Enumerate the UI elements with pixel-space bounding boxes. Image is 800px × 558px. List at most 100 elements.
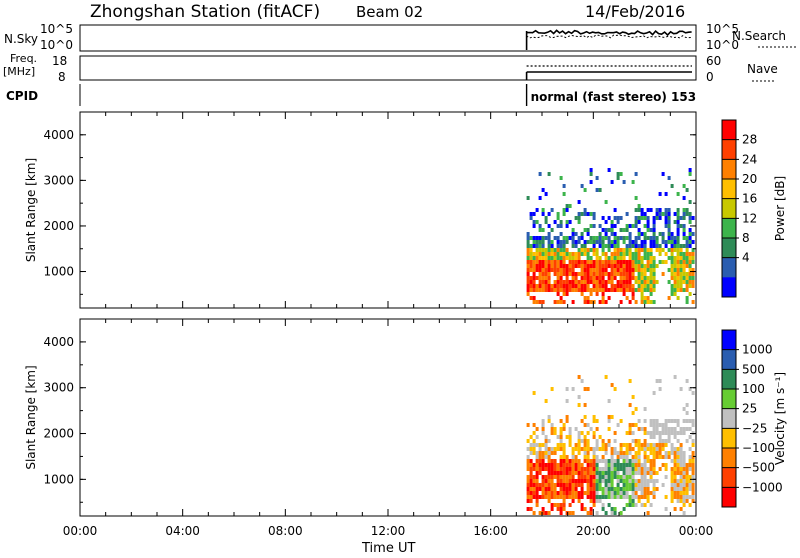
data-cell [541, 260, 545, 264]
data-cell [538, 256, 542, 260]
data-cell [673, 467, 677, 471]
data-cell [526, 236, 530, 240]
data-cell [616, 463, 620, 467]
data-cell [622, 451, 626, 455]
data-cell [577, 459, 581, 463]
data-cell [544, 463, 548, 467]
data-cell [568, 288, 572, 292]
data-cell [610, 495, 614, 499]
data-cell [685, 479, 689, 483]
data-cell [568, 475, 572, 479]
data-cell [583, 415, 587, 419]
data-cell [649, 260, 653, 264]
data-cell [676, 208, 680, 212]
data-cell [649, 300, 653, 304]
data-cell [607, 264, 611, 268]
data-cell [550, 507, 554, 511]
data-cell [535, 208, 539, 212]
data-cell [634, 244, 638, 248]
data-cell [550, 495, 554, 499]
data-cell [559, 252, 563, 256]
data-cell [589, 168, 593, 172]
data-cell [625, 495, 629, 499]
data-cell [619, 447, 623, 451]
cpid-row: CPID normal (fast stereo) 153 [6, 84, 696, 106]
data-cell [547, 232, 551, 236]
data-cell [601, 244, 605, 248]
data-cell [643, 407, 647, 411]
data-cell [658, 423, 662, 427]
data-cell [670, 272, 674, 276]
data-cell [664, 419, 668, 423]
data-cell [688, 495, 692, 499]
data-cell [607, 483, 611, 487]
data-cell [607, 487, 611, 491]
data-cell [580, 268, 584, 272]
data-cell [595, 176, 599, 180]
y-axis-label: Slant Range [km] [24, 158, 38, 262]
data-cell [577, 431, 581, 435]
data-cell [553, 260, 557, 264]
data-cell [580, 471, 584, 475]
data-cell [607, 463, 611, 467]
data-cell [589, 292, 593, 296]
data-cell [574, 479, 578, 483]
data-cell [556, 471, 560, 475]
data-cell [628, 248, 632, 252]
data-cell [667, 212, 671, 216]
data-cell [604, 463, 608, 467]
data-cell [691, 300, 695, 304]
x-tick-label: 04:00 [165, 524, 200, 538]
data-cell [661, 463, 665, 467]
data-cell [586, 491, 590, 495]
data-cell [652, 471, 656, 475]
data-cell [565, 471, 569, 475]
data-cell [682, 264, 686, 268]
data-cell [556, 236, 560, 240]
data-cell [571, 487, 575, 491]
data-cell [679, 284, 683, 288]
data-cell [526, 196, 530, 200]
data-cell [553, 300, 557, 304]
data-cell [619, 252, 623, 256]
data-cell [625, 236, 629, 240]
data-cell [679, 451, 683, 455]
data-cell [667, 216, 671, 220]
data-cell [550, 252, 554, 256]
data-cell [658, 439, 662, 443]
data-cell [610, 467, 614, 471]
data-cell [589, 256, 593, 260]
data-cell [640, 443, 644, 447]
data-cell [556, 284, 560, 288]
data-cell [607, 280, 611, 284]
data-cell [574, 487, 578, 491]
data-cell [685, 264, 689, 268]
data-cell [649, 252, 653, 256]
data-cell [559, 260, 563, 264]
data-cell [643, 487, 647, 491]
data-cell [562, 208, 566, 212]
data-cell [619, 487, 623, 491]
data-cell [595, 252, 599, 256]
data-cell [577, 467, 581, 471]
data-cell [640, 483, 644, 487]
data-cell [568, 268, 572, 272]
data-cell [601, 228, 605, 232]
data-cell [652, 264, 656, 268]
data-cell [577, 439, 581, 443]
data-cell [625, 252, 629, 256]
data-cell [595, 459, 599, 463]
data-cell [526, 507, 530, 511]
data-cell [646, 443, 650, 447]
data-cell [547, 284, 551, 288]
data-cell [559, 459, 563, 463]
data-cell [682, 407, 686, 411]
data-cell [553, 220, 557, 224]
y-tick-label: 4000 [43, 128, 74, 142]
data-cell [583, 288, 587, 292]
data-cell [586, 280, 590, 284]
data-cell [610, 244, 614, 248]
data-cell [679, 507, 683, 511]
data-cell [667, 240, 671, 244]
data-cell [592, 483, 596, 487]
